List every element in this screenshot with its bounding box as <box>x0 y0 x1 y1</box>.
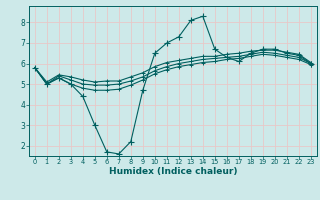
X-axis label: Humidex (Indice chaleur): Humidex (Indice chaleur) <box>108 167 237 176</box>
